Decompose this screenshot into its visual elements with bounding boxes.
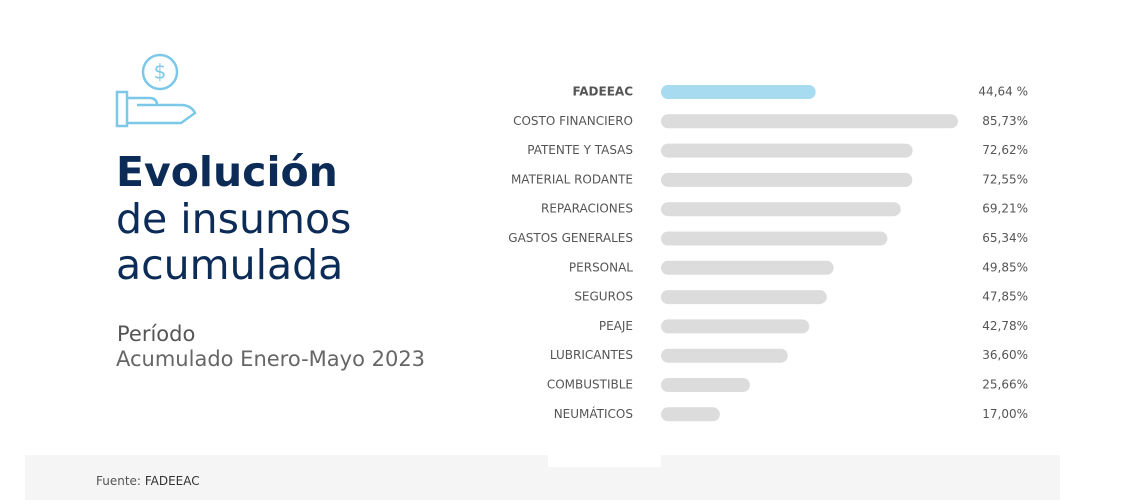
bar	[661, 231, 888, 246]
bar	[661, 407, 720, 422]
category-label: COMBUSTIBLE	[547, 378, 633, 392]
bar	[661, 143, 913, 158]
value-label: 25,66%	[982, 378, 1028, 392]
bar	[661, 290, 827, 305]
bar	[661, 348, 788, 363]
value-label: 36,60%	[982, 348, 1028, 362]
category-label: MATERIAL RODANTE	[511, 172, 633, 186]
footer-notch	[548, 455, 661, 467]
source-name: FADEEAC	[145, 474, 200, 488]
value-label: 69,21%	[982, 202, 1028, 216]
bar	[661, 172, 913, 187]
bar	[661, 260, 834, 275]
value-label: 42,78%	[982, 319, 1028, 333]
dollar-sign: $	[154, 60, 167, 84]
value-label: 72,55%	[982, 172, 1028, 186]
heading-line: acumulada	[116, 241, 343, 289]
heading-line: de insumos	[116, 195, 351, 243]
bar	[661, 378, 750, 392]
bar	[661, 85, 816, 99]
bar	[661, 202, 901, 217]
bar-chart: FADEEAC 44,64 % COSTO FINANCIERO 85,73% PATE…	[508, 85, 1028, 422]
source-label: Fuente: FADEEAC	[96, 474, 200, 488]
value-label: 72,62%	[982, 143, 1028, 157]
category-label: NEUMÁTICOS	[554, 406, 633, 421]
category-label: GASTOS GENERALES	[508, 231, 633, 245]
category-label: PERSONAL	[569, 260, 633, 274]
period-label: Período	[117, 322, 195, 346]
category-label: LUBRICANTES	[550, 348, 633, 362]
value-label: 17,00%	[982, 407, 1028, 421]
period: Acumulado Enero-Mayo 2023	[116, 347, 425, 371]
category-label: SEGUROS	[574, 290, 633, 304]
category-label: PEAJE	[599, 319, 633, 333]
category-label: FADEEAC	[572, 85, 633, 99]
value-label: 65,34%	[982, 231, 1028, 245]
category-label: COSTO FINANCIERO	[513, 114, 633, 128]
heading-line: Evolución	[116, 148, 338, 196]
value-label: 44,64 %	[978, 85, 1028, 99]
value-label: 47,85%	[982, 290, 1028, 304]
category-label: PATENTE Y TASAS	[527, 143, 633, 157]
footer	[25, 455, 1060, 500]
category-label: REPARACIONES	[541, 202, 633, 216]
bar	[661, 319, 810, 334]
source-prefix: Fuente:	[96, 474, 141, 488]
money-hand-icon	[115, 53, 197, 128]
value-label: 85,73%	[982, 114, 1028, 128]
value-label: 49,85%	[982, 260, 1028, 274]
bar	[661, 114, 958, 129]
